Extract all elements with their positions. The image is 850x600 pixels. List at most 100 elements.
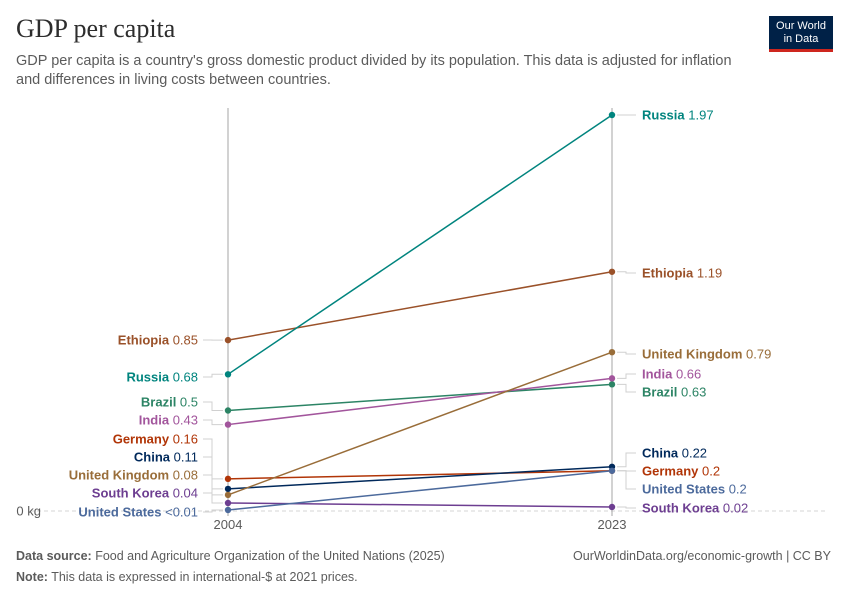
label-start-value-south-korea: 0.04 (169, 486, 198, 501)
connector-start-china (203, 456, 223, 490)
label-end-value-south-korea: 0.02 (719, 501, 748, 516)
series-line-united-states (227, 470, 613, 511)
series-line-germany (227, 470, 613, 480)
label-start-name-germany: Germany (113, 432, 170, 447)
point-end-united-states (608, 467, 616, 474)
point-start-germany (224, 475, 232, 483)
label-start-name-ethiopia: Ethiopia (118, 333, 170, 348)
label-end-name-china: China (642, 446, 679, 461)
point-start-brazil (224, 407, 232, 414)
connector-start-india (203, 419, 223, 426)
connector-end-united-kingdom (617, 351, 636, 355)
connector-end-united-states (617, 470, 636, 490)
label-end-name-united-kingdom: United Kingdom (642, 347, 742, 362)
label-start-value-ethiopia: 0.85 (169, 333, 198, 348)
point-start-united-kingdom (224, 491, 232, 499)
label-start-name-china: China (134, 450, 171, 465)
point-end-russia (608, 111, 616, 119)
connector-start-brazil (203, 401, 223, 411)
label-end-india: India 0.66 (642, 367, 701, 382)
note-label: Note: (16, 570, 48, 584)
label-start-united-states: United States <0.01 (78, 505, 198, 520)
label-start-russia: Russia 0.68 (126, 370, 198, 385)
label-start-value-germany: 0.16 (169, 432, 198, 447)
label-end-china: China 0.22 (642, 446, 707, 461)
connector-end-india (617, 373, 636, 379)
x-tick-start: 2004 (214, 517, 243, 532)
series-line-china (227, 466, 613, 490)
label-end-value-united-states: 0.2 (725, 482, 747, 497)
connector-start-germany (203, 438, 223, 480)
label-start-value-china: 0.11 (170, 450, 198, 465)
point-start-russia (224, 371, 232, 378)
label-end-value-germany: 0.2 (698, 464, 720, 479)
connector-end-brazil (617, 383, 636, 393)
data-note: Note: This data is expressed in internat… (16, 570, 358, 584)
point-end-india (608, 375, 616, 382)
point-end-united-kingdom (608, 348, 616, 356)
series-line-ethiopia (227, 271, 613, 341)
label-end-name-germany: Germany (642, 464, 699, 479)
chart-title: GDP per capita (16, 14, 176, 43)
connector-start-united-states (203, 509, 223, 513)
label-end-brazil: Brazil 0.63 (642, 385, 706, 400)
label-end-value-united-kingdom: 0.79 (742, 347, 771, 362)
label-end-name-india: India (642, 367, 673, 382)
label-end-russia: Russia 1.97 (642, 108, 714, 123)
label-start-value-united-states: <0.01 (161, 505, 198, 520)
point-start-ethiopia (224, 336, 232, 344)
source-text: Food and Agriculture Organization of the… (91, 549, 445, 563)
label-end-south-korea: South Korea 0.02 (642, 501, 748, 516)
label-end-value-russia: 1.97 (685, 108, 714, 123)
logo-line-1: Our World (776, 20, 826, 32)
label-start-value-india: 0.43 (169, 413, 198, 428)
x-tick-end: 2023 (598, 517, 627, 532)
y-axis-zero-label: 0 kg (16, 504, 41, 519)
series-line-russia (227, 114, 613, 375)
label-start-india: India 0.43 (139, 413, 198, 428)
label-end-germany: Germany 0.2 (642, 464, 720, 479)
label-start-value-russia: 0.68 (169, 370, 198, 385)
label-end-name-russia: Russia (642, 108, 685, 123)
series-line-united-kingdom (227, 351, 613, 496)
label-start-name-brazil: Brazil (141, 395, 176, 410)
point-start-india (224, 421, 232, 428)
label-start-name-united-states: United States (78, 505, 161, 520)
label-end-value-india: 0.66 (672, 367, 701, 382)
source-label: Data source: (16, 549, 92, 563)
label-start-name-south-korea: South Korea (92, 486, 170, 501)
label-end-value-ethiopia: 1.19 (693, 266, 722, 281)
point-start-south-korea (224, 499, 232, 507)
point-end-brazil (608, 381, 616, 388)
label-end-united-states: United States 0.2 (642, 482, 747, 497)
source-link[interactable]: OurWorldinData.org/economic-growth | CC … (573, 549, 831, 563)
connector-start-russia (203, 373, 223, 378)
chart-subtitle: GDP per capita is a country's gross dome… (16, 53, 732, 88)
label-start-name-united-kingdom: United Kingdom (69, 468, 169, 483)
label-end-name-brazil: Brazil (642, 385, 677, 400)
label-start-south-korea: South Korea 0.04 (92, 486, 198, 501)
label-start-name-india: India (139, 413, 170, 428)
connector-start-united-kingdom (203, 474, 223, 496)
connector-end-south-korea (617, 506, 636, 509)
label-end-name-united-states: United States (642, 482, 725, 497)
logo-line-2: in Data (783, 33, 819, 45)
point-start-china (224, 485, 232, 493)
note-text: This data is expressed in international-… (47, 570, 358, 584)
label-start-ethiopia: Ethiopia 0.85 (118, 333, 198, 348)
connector-end-china (617, 452, 636, 468)
label-end-name-south-korea: South Korea (642, 501, 720, 516)
label-start-value-united-kingdom: 0.08 (169, 468, 198, 483)
label-start-united-kingdom: United Kingdom 0.08 (69, 468, 198, 483)
data-source: Data source: Food and Agriculture Organi… (16, 549, 445, 563)
connector-start-south-korea (203, 492, 223, 504)
label-start-germany: Germany 0.16 (113, 432, 198, 447)
series-line-india (227, 377, 613, 426)
label-end-value-brazil: 0.63 (677, 385, 706, 400)
label-end-name-ethiopia: Ethiopia (642, 266, 694, 281)
label-end-ethiopia: Ethiopia 1.19 (642, 266, 722, 281)
connector-end-ethiopia (617, 271, 636, 274)
owid-logo[interactable]: Our World in Data (769, 16, 833, 52)
series-line-brazil (227, 383, 613, 412)
